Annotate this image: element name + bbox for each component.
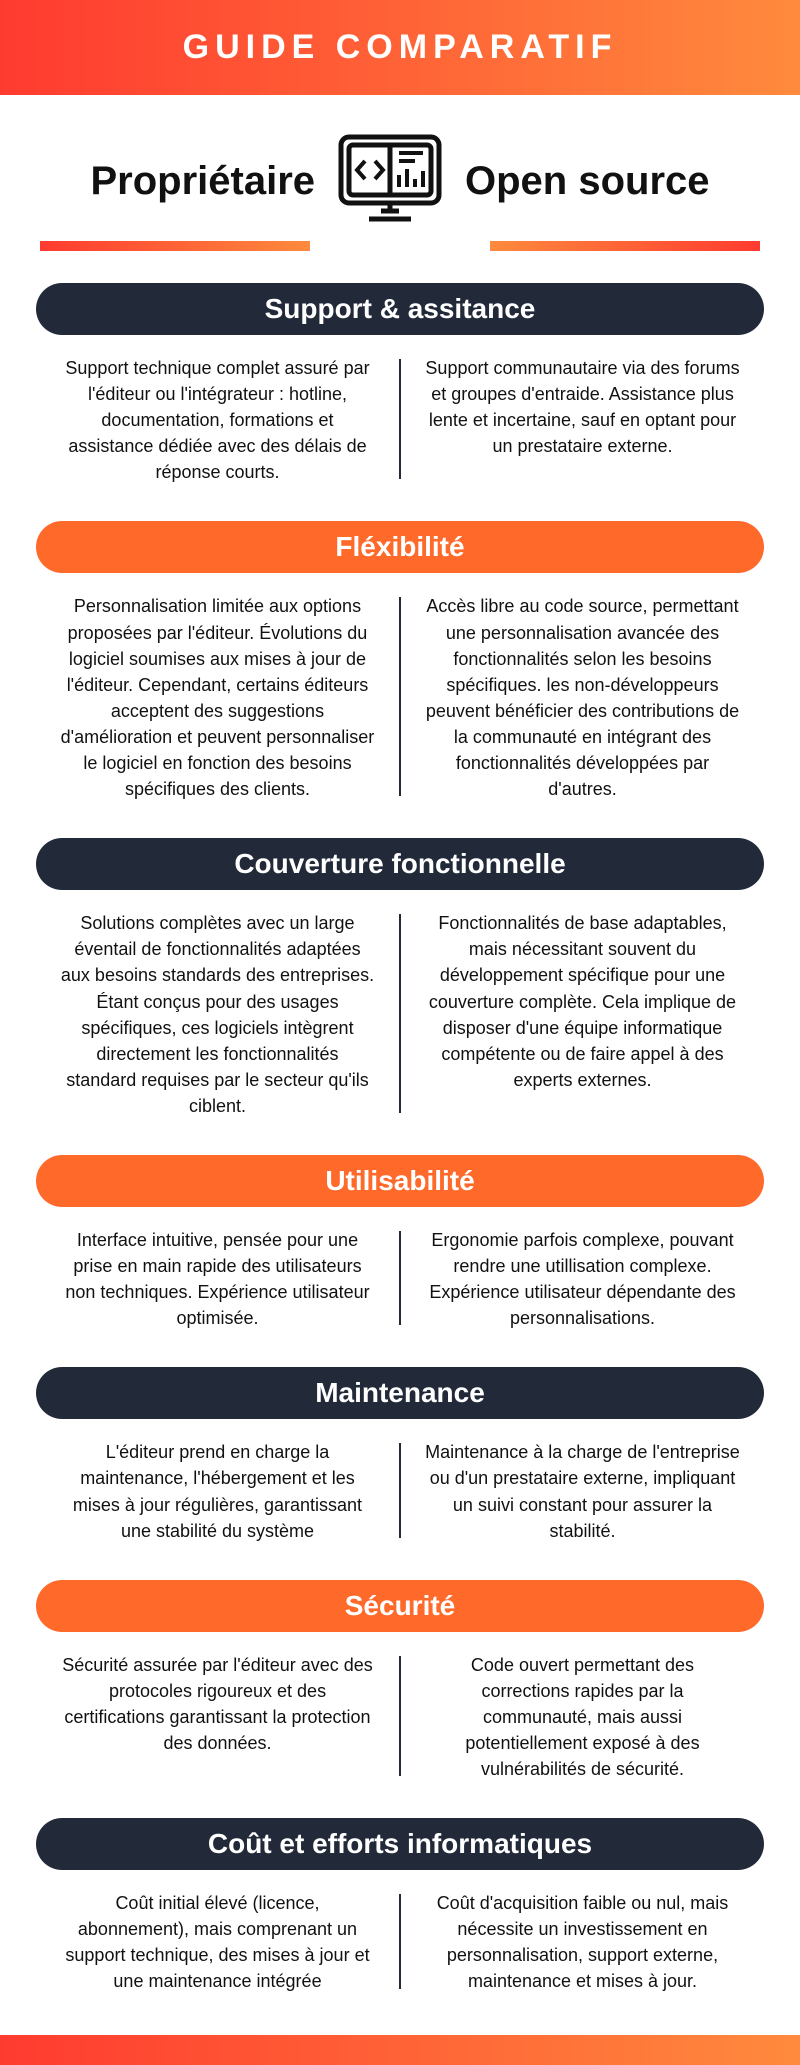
section-columns: Support technique complet assuré par l'é… — [36, 349, 764, 503]
underline-right — [490, 241, 760, 251]
column-left: Personnalisation limitée aux options pro… — [36, 587, 399, 820]
section: Utilisabilité Interface intuitive, pensée… — [0, 1143, 800, 1355]
section-title-pill: Maintenance — [36, 1367, 764, 1419]
column-left: Solutions complètes avec un large éventa… — [36, 904, 399, 1137]
monitor-code-icon — [335, 131, 445, 231]
column-left: Coût initial élevé (licence, abonnement)… — [36, 1884, 399, 2012]
right-label: Open source — [465, 159, 710, 204]
section-columns: Coût initial élevé (licence, abonnement)… — [36, 1884, 764, 2012]
section-columns: L'éditeur prend en charge la maintenance… — [36, 1433, 764, 1561]
column-right: Ergonomie parfois complexe, pouvant rend… — [401, 1221, 764, 1349]
column-left: L'éditeur prend en charge la maintenance… — [36, 1433, 399, 1561]
underline-left — [40, 241, 310, 251]
bottom-banner — [0, 2035, 800, 2065]
sections-container: Support & assitance Support technique com… — [0, 271, 800, 2019]
section: Coût et efforts informatiques Coût initia… — [0, 1806, 800, 2018]
section-title-pill: Utilisabilité — [36, 1155, 764, 1207]
column-right: Coût d'acquisition faible ou nul, mais n… — [401, 1884, 764, 2012]
column-right: Code ouvert permettant des corrections r… — [401, 1646, 764, 1800]
column-left: Interface intuitive, pensée pour une pri… — [36, 1221, 399, 1349]
section-title-pill: Couverture fonctionnelle — [36, 838, 764, 890]
left-label: Propriétaire — [90, 159, 315, 204]
section-title-pill: Coût et efforts informatiques — [36, 1818, 764, 1870]
compare-header: Propriétaire Open source — [0, 95, 800, 241]
header-underlines — [0, 241, 800, 271]
section-title-pill: Fléxibilité — [36, 521, 764, 573]
section-columns: Personnalisation limitée aux options pro… — [36, 587, 764, 820]
page-title: GUIDE COMPARATIF — [0, 28, 800, 67]
section: Support & assitance Support technique com… — [0, 271, 800, 509]
column-right: Fonctionnalités de base adaptables, mais… — [401, 904, 764, 1137]
section-title-pill: Sécurité — [36, 1580, 764, 1632]
section: Couverture fonctionnelle Solutions complè… — [0, 826, 800, 1143]
column-right: Accès libre au code source, permettant u… — [401, 587, 764, 820]
column-right: Maintenance à la charge de l'entreprise … — [401, 1433, 764, 1561]
section-columns: Sécurité assurée par l'éditeur avec des … — [36, 1646, 764, 1800]
column-right: Support communautaire via des forums et … — [401, 349, 764, 503]
section: Sécurité Sécurité assurée par l'éditeur a… — [0, 1568, 800, 1806]
column-left: Sécurité assurée par l'éditeur avec des … — [36, 1646, 399, 1800]
section-title-pill: Support & assitance — [36, 283, 764, 335]
top-banner: GUIDE COMPARATIF — [0, 0, 800, 95]
section: Fléxibilité Personnalisation limitée aux … — [0, 509, 800, 826]
section-columns: Solutions complètes avec un large éventa… — [36, 904, 764, 1137]
section: Maintenance L'éditeur prend en charge la … — [0, 1355, 800, 1567]
column-left: Support technique complet assuré par l'é… — [36, 349, 399, 503]
section-columns: Interface intuitive, pensée pour une pri… — [36, 1221, 764, 1349]
